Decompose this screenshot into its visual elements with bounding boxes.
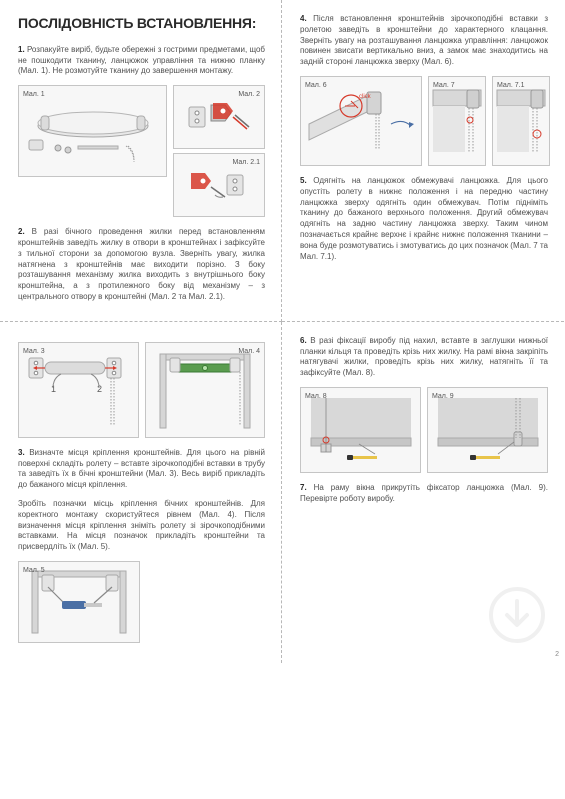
step-6-body: В разі фіксації виробу під нахил, вставт…: [300, 336, 548, 377]
step-2-body: В разі бічного проведення жилки перед вс…: [18, 227, 265, 301]
figure-7-label: Мал. 7: [433, 81, 455, 90]
step-1-text: 1. Розпакуйте виріб, будьте обережні з г…: [18, 45, 265, 77]
step-5-number: 5.: [300, 176, 307, 185]
figure-7: Мал. 7: [428, 76, 486, 166]
figure-8: Мал. 8: [300, 387, 421, 473]
figure-6-label: Мал. 6: [305, 81, 327, 90]
figure-row-3-4: Мал. 3 1 2: [18, 342, 265, 438]
step-1-body: Розпакуйте виріб, будьте обережні з гост…: [18, 45, 265, 76]
figure-7-illustration: [429, 84, 485, 158]
step-2-text: 2. В разі бічного проведення жилки перед…: [18, 227, 265, 303]
figure-4-illustration: [150, 348, 260, 432]
figure-9-label: Мал. 9: [432, 392, 454, 401]
figure-6: Мал. 6 click: [300, 76, 422, 166]
figure-3-illustration: 1 2: [23, 348, 133, 432]
figure-4: Мал. 4: [145, 342, 266, 438]
page-title: ПОСЛІДОВНІСТЬ ВСТАНОВЛЕННЯ:: [18, 14, 265, 33]
figure-7-1-illustration: [493, 84, 549, 158]
step-5-text: 5. Одягніть на ланцюжок обмежувачі ланцю…: [300, 176, 548, 262]
step-7-body: На раму вікна прикрутіть фіксатор ланцюж…: [300, 483, 548, 503]
figure-2-illustration: [183, 99, 255, 135]
click-text: click: [359, 94, 372, 100]
figure-7-1: Мал. 7.1: [492, 76, 550, 166]
step-7-number: 7.: [300, 483, 307, 492]
figure-2-1: Мал. 2.1: [173, 153, 265, 217]
step-4-body: Після встановлення кронштейнів зірочкопо…: [300, 14, 548, 66]
figure-1-label: Мал. 1: [23, 90, 45, 99]
step-1-number: 1.: [18, 45, 25, 54]
figure-3-label: Мал. 3: [23, 347, 45, 356]
figure-2-1-label: Мал. 2.1: [232, 158, 260, 167]
step-7-text: 7. На раму вікна прикрутіть фіксатор лан…: [300, 483, 548, 505]
figure-5-label: Мал. 5: [23, 566, 45, 575]
quadrant-bottom-right: 6. В разі фіксації виробу під нахил, вст…: [282, 322, 564, 663]
figure-2: Мал. 2: [173, 85, 265, 149]
figure-row-5: Мал. 5: [18, 561, 265, 643]
step-3a-text: 3. Визначте місця кріплення кронштейнів.…: [18, 448, 265, 491]
figure-2-label: Мал. 2: [238, 90, 260, 99]
figure-5-illustration: [24, 567, 134, 637]
figure-row-1: Мал. 1 Мал. 2: [18, 85, 265, 217]
quadrant-top-right: 4. Після встановлення кронштейнів зірочк…: [282, 0, 564, 322]
figure-row-6-7: Мал. 6 click Мал. 7: [300, 76, 548, 166]
figure-9: Мал. 9: [427, 387, 548, 473]
figure-5: Мал. 5: [18, 561, 140, 643]
step-3a-body: Визначте місця кріплення кронштейнів. Дл…: [18, 448, 265, 489]
figure-1: Мал. 1: [18, 85, 167, 177]
figure-row-8-9: Мал. 8 Мал. 9: [300, 387, 548, 473]
step-6-text: 6. В разі фіксації виробу під нахил, вст…: [300, 336, 548, 379]
figure-2-1-illustration: [183, 167, 255, 203]
figure-8-label: Мал. 8: [305, 392, 327, 401]
quadrant-top-left: ПОСЛІДОВНІСТЬ ВСТАНОВЛЕННЯ: 1. Розпакуйт…: [0, 0, 282, 322]
page-container: ПОСЛІДОВНІСТЬ ВСТАНОВЛЕННЯ: 1. Розпакуйт…: [0, 0, 565, 663]
step-3b-text: Зробіть позначки місць кріплення бічних …: [18, 499, 265, 553]
figure-9-illustration: [434, 394, 542, 466]
step-3-number: 3.: [18, 448, 25, 457]
svg-text:2: 2: [97, 384, 102, 394]
figure-7-1-label: Мал. 7.1: [497, 81, 525, 90]
figure-8-illustration: [307, 394, 415, 466]
quadrant-bottom-left: Мал. 3 1 2: [0, 322, 282, 663]
step-4-text: 4. Після встановлення кронштейнів зірочк…: [300, 14, 548, 68]
page-number: 2: [555, 650, 559, 659]
step-3b-body: Зробіть позначки місць кріплення бічних …: [18, 499, 265, 551]
figure-6-illustration: click: [301, 84, 421, 158]
step-4-number: 4.: [300, 14, 307, 23]
step-5-body: Одягніть на ланцюжок обмежувачі ланцюжка…: [300, 176, 548, 261]
watermark-icon: [487, 585, 547, 645]
figure-4-label: Мал. 4: [238, 347, 260, 356]
step-6-number: 6.: [300, 336, 307, 345]
figure-3: Мал. 3 1 2: [18, 342, 139, 438]
figure-1-illustration: [23, 96, 163, 166]
step-2-number: 2.: [18, 227, 25, 236]
